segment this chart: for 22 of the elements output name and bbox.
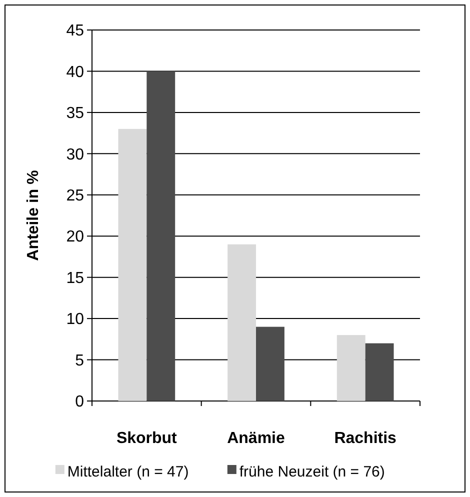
bar [365, 343, 394, 401]
x-tick-label: Skorbut [116, 430, 178, 447]
y-tick-label: 45 [66, 22, 84, 40]
bar [256, 326, 284, 401]
y-axis-title: Anteile in % [25, 170, 42, 261]
bar [146, 71, 176, 401]
y-tick-label: 30 [66, 146, 84, 164]
y-tick-label: 0 [75, 394, 84, 411]
y-tick-label: 25 [66, 187, 84, 204]
y-tick-label: 10 [66, 311, 84, 328]
y-tick-label: 15 [66, 270, 84, 287]
legend-label: Mittelalter (n = 47) [67, 463, 189, 480]
legend-label: frühe Neuzeit (n = 76) [239, 463, 385, 480]
bar [228, 244, 256, 401]
y-tick-label: 40 [66, 64, 84, 81]
bar [118, 128, 147, 401]
y-tick-label: 20 [66, 228, 84, 246]
y-tick-label: 5 [75, 352, 84, 370]
x-tick-label: Anämie [227, 430, 285, 447]
x-tick-label: Rachitis [334, 430, 397, 447]
bar [336, 335, 366, 401]
y-tick-label: 35 [66, 105, 84, 122]
